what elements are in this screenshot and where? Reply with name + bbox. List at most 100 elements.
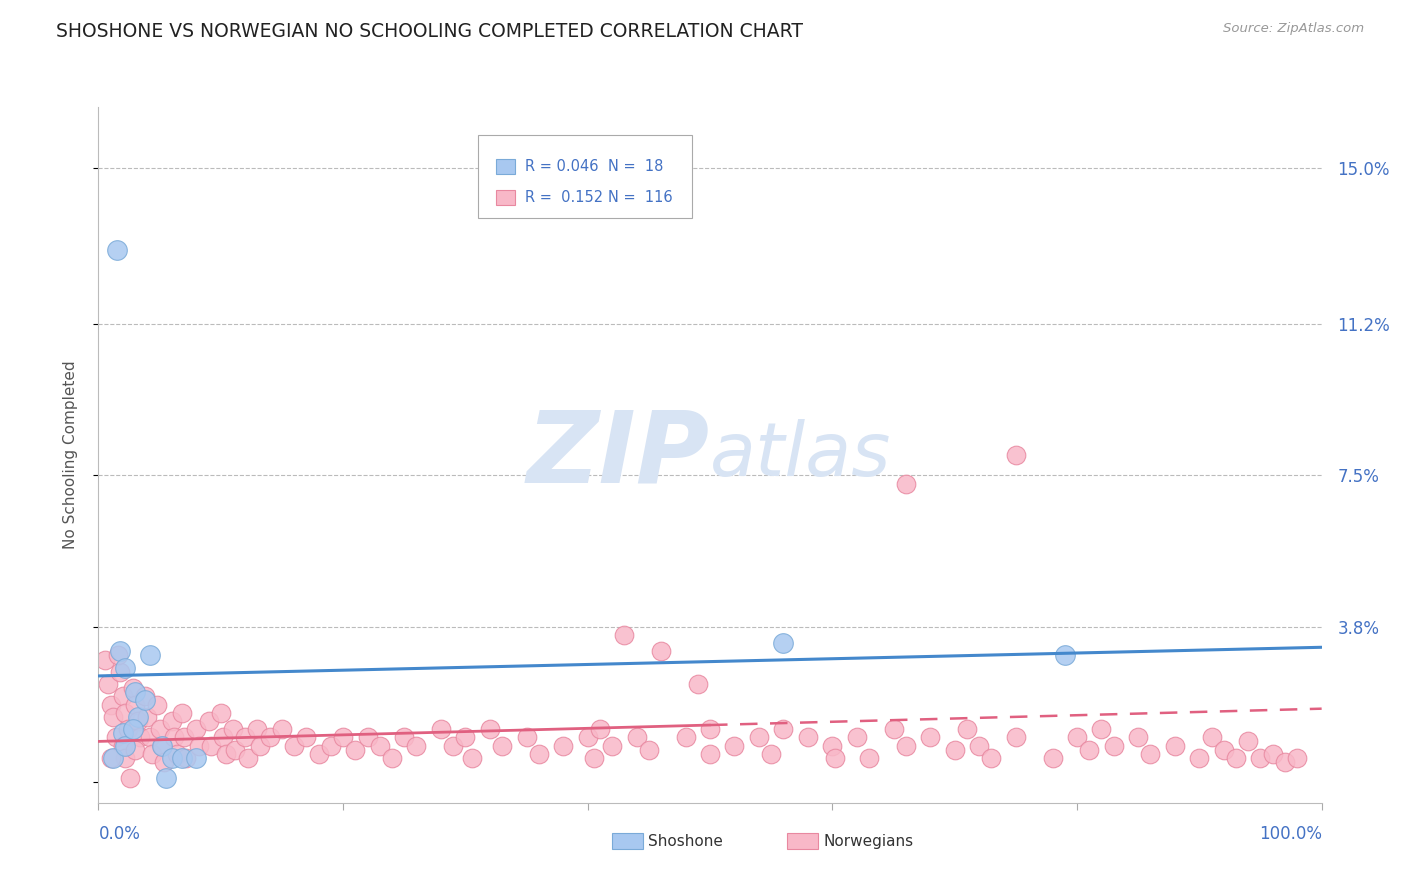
FancyBboxPatch shape [496,190,515,205]
Point [170,751,193,765]
Point [121,681,143,696]
Point [236,751,259,765]
Point [515,731,537,745]
Point [224,742,246,756]
Point [1139,747,1161,761]
Point [97,677,120,691]
Point [1078,742,1101,756]
Point [173,731,195,745]
Point [124,685,146,699]
Text: R = 0.046: R = 0.046 [524,159,598,174]
Point [344,742,367,756]
Point [110,665,132,679]
Point [101,751,124,765]
Text: ZIP: ZIP [527,407,710,503]
Point [100,698,122,712]
Point [100,751,122,765]
Point [1004,731,1026,745]
Point [139,648,162,663]
Point [110,644,132,658]
Point [553,739,575,753]
Point [114,661,136,675]
Point [824,751,846,765]
Point [821,739,844,753]
Point [166,747,188,761]
Point [980,751,1002,765]
Point [1188,751,1211,765]
Point [441,739,464,753]
Point [141,747,163,761]
Point [153,755,176,769]
Point [93,652,115,666]
Point [1053,648,1076,663]
Point [246,722,269,736]
Point [894,476,917,491]
Point [686,677,709,691]
Point [111,690,134,704]
Point [1249,751,1271,765]
Point [381,751,404,765]
Point [160,751,183,765]
Point [967,739,990,753]
Point [772,636,794,650]
Point [1225,751,1247,765]
Text: Shoshone: Shoshone [648,834,723,848]
Point [943,742,966,756]
Point [104,731,127,745]
Point [638,742,661,756]
Point [613,628,636,642]
Point [675,731,697,745]
Point [121,722,143,736]
Point [127,710,149,724]
Point [101,710,124,724]
Point [114,739,136,753]
Point [163,731,186,745]
Point [120,771,142,785]
Point [699,722,721,736]
Point [249,739,271,753]
Point [454,731,477,745]
Point [187,739,209,753]
Point [772,722,794,736]
Point [117,722,139,736]
Point [1164,739,1187,753]
Point [582,751,605,765]
Point [1286,751,1309,765]
Point [1261,747,1284,761]
Point [405,739,427,753]
Point [883,722,905,736]
Point [319,739,342,753]
Point [797,731,820,745]
Point [124,742,146,756]
Point [111,739,134,753]
Point [332,731,354,745]
Point [134,693,156,707]
Text: SHOSHONE VS NORWEGIAN NO SCHOOLING COMPLETED CORRELATION CHART: SHOSHONE VS NORWEGIAN NO SCHOOLING COMPL… [56,22,803,41]
Text: Norwegians: Norwegians [824,834,914,848]
Point [149,722,172,736]
Point [136,710,159,724]
Text: R =  0.152: R = 0.152 [524,190,603,205]
Point [1004,448,1026,462]
Point [1237,734,1260,748]
Point [214,747,236,761]
Point [114,751,136,765]
Point [111,726,134,740]
Text: 100.0%: 100.0% [1258,825,1322,843]
Point [650,644,672,658]
Point [1201,731,1223,745]
FancyBboxPatch shape [496,159,515,174]
Point [1274,755,1296,769]
Point [150,739,173,753]
Point [392,731,416,745]
Point [527,747,550,761]
Point [155,771,177,785]
Point [626,731,648,745]
Point [139,731,162,745]
Point [170,706,193,720]
Point [270,722,294,736]
Point [1066,731,1088,745]
Point [576,731,599,745]
Text: Source: ZipAtlas.com: Source: ZipAtlas.com [1223,22,1364,36]
Point [858,751,880,765]
